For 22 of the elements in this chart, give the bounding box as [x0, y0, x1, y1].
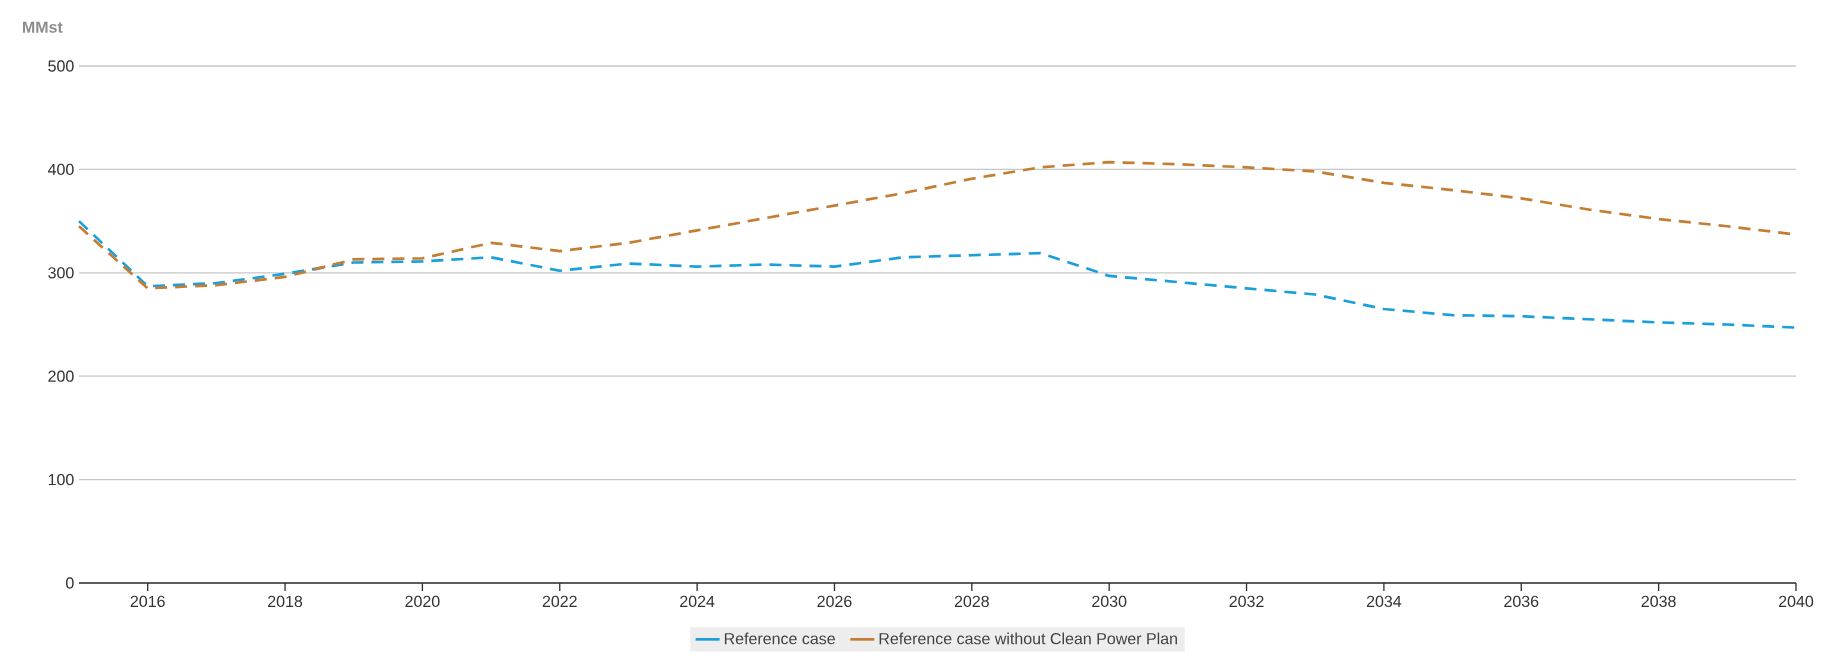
y-tick-label: 100 — [48, 473, 74, 486]
y-tick-label: 300 — [48, 267, 74, 279]
x-tick-label: 2040 — [1778, 595, 1814, 608]
x-tick-label: 2030 — [1092, 595, 1127, 608]
y-tick-label: 200 — [48, 370, 74, 382]
y-tick-label: 0 — [66, 577, 74, 589]
y-axis-title: MMst — [22, 21, 63, 33]
y-tick-label: 400 — [47, 163, 74, 176]
x-tick-label: 2038 — [1641, 595, 1676, 608]
x-tick-label: 2020 — [405, 595, 440, 608]
x-tick-label: 2022 — [542, 595, 577, 608]
x-tick-label: 2016 — [130, 595, 165, 608]
x-tick-label: 2028 — [954, 595, 989, 608]
x-tick-label: 2034 — [1366, 595, 1402, 608]
x-tick-label: 2026 — [817, 595, 852, 608]
legend-label: Reference case without Clean Power Plan — [879, 632, 1177, 645]
x-tick-label: 2018 — [268, 595, 303, 608]
x-tick-label: 2036 — [1504, 595, 1539, 608]
legend-label: Reference case — [724, 632, 835, 645]
x-tick-label: 2032 — [1229, 595, 1264, 608]
y-tick-label: 500 — [48, 60, 74, 72]
x-tick-label: 2024 — [680, 595, 715, 608]
